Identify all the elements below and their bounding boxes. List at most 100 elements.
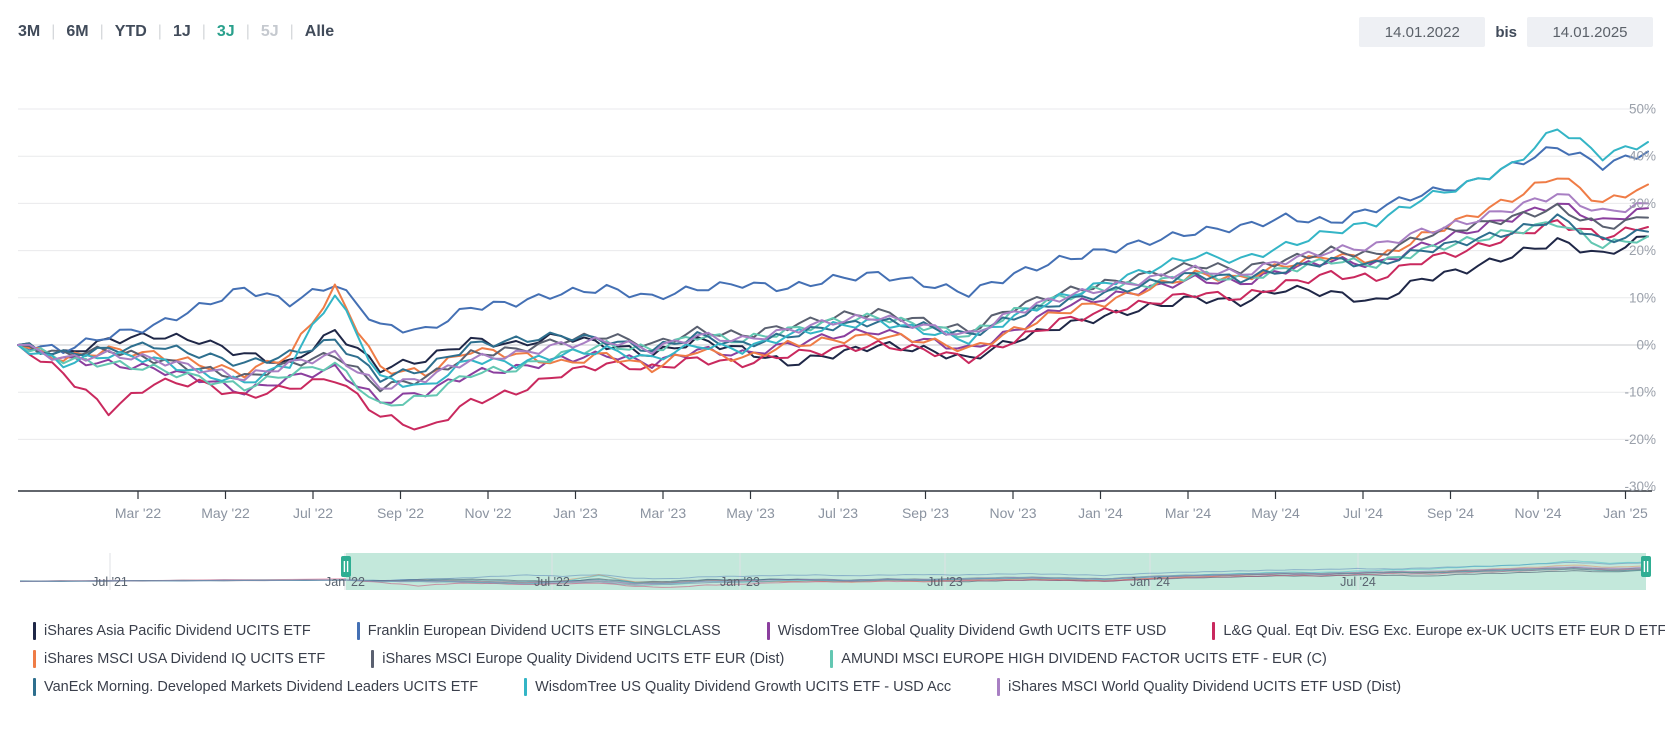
- y-axis-label: -30%: [1624, 479, 1656, 494]
- x-axis-label: May '23: [726, 505, 775, 521]
- legend-item-3[interactable]: L&G Qual. Eqt Div. ESG Exc. Europe ex-UK…: [1212, 622, 1665, 640]
- legend-item-7[interactable]: VanEck Morning. Developed Markets Divide…: [33, 678, 478, 696]
- legend-color-marker: [766, 622, 770, 640]
- legend-series-name: iShares Asia Pacific Dividend UCITS ETF: [44, 623, 311, 639]
- navigator-handle-left-grip[interactable]: [341, 556, 351, 577]
- navigator-series-line-4: [345, 564, 1647, 584]
- navigator-tick-label: Jan '24: [1130, 575, 1170, 589]
- chart-header: 3M | 6M | YTD | 1J | 3J | 5J | Alle 14.01.2022 bis 1…: [18, 14, 1653, 50]
- series-line-7: [17, 213, 1649, 383]
- navigator-series-pre-1: [19, 579, 347, 582]
- navigator-tick-label: Jul '21: [92, 575, 128, 589]
- navigator-series-line-3: [345, 568, 1647, 588]
- navigator-series-pre-2: [19, 579, 347, 582]
- y-axis-label: 40%: [1629, 149, 1656, 164]
- range-option-alle[interactable]: Alle: [304, 23, 335, 40]
- legend-item-0[interactable]: iShares Asia Pacific Dividend UCITS ETF: [33, 622, 311, 640]
- legend-color-marker: [997, 678, 1001, 696]
- navigator-series-pre-8: [19, 579, 347, 582]
- date-range-picker: 14.01.2022 bis 14.01.2025: [1359, 17, 1653, 47]
- legend-row: iShares MSCI USA Dividend IQ UCITS ETF iS…: [33, 648, 1665, 670]
- range-option-1j[interactable]: 1J: [172, 23, 191, 40]
- x-axis-label: Sep '23: [902, 505, 949, 521]
- x-axis-label: Mar '24: [1165, 505, 1211, 521]
- legend-color-marker: [371, 650, 375, 668]
- navigator-series-line-2: [345, 566, 1647, 586]
- legend-row: iShares Asia Pacific Dividend UCITS ETF F…: [33, 620, 1665, 642]
- x-axis-label: Sep '24: [1427, 505, 1474, 521]
- legend-item-1[interactable]: Franklin European Dividend UCITS ETF SIN…: [356, 622, 721, 640]
- legend-color-marker: [33, 622, 36, 640]
- legend-color-marker: [33, 678, 36, 696]
- x-axis-label: Jul '24: [1343, 505, 1383, 521]
- navigator-tick-label: Jan '22: [325, 575, 365, 589]
- x-axis-label: Jan '23: [553, 505, 598, 521]
- date-range-separator-label: bis: [1495, 23, 1517, 41]
- x-axis-label: Nov '22: [464, 505, 511, 521]
- legend-row: VanEck Morning. Developed Markets Divide…: [33, 676, 1665, 698]
- y-axis-label: 0%: [1636, 338, 1656, 353]
- range-option-3j[interactable]: 3J: [216, 23, 235, 40]
- y-axis-label: 10%: [1629, 290, 1656, 305]
- x-axis-label: May '22: [201, 505, 250, 521]
- navigator-tick-label: Jul '23: [927, 575, 963, 589]
- legend-series-name: WisdomTree Global Quality Dividend Gwth …: [777, 623, 1167, 639]
- x-axis-label: Nov '24: [1514, 505, 1561, 521]
- date-from-input[interactable]: 14.01.2022: [1359, 17, 1486, 47]
- legend-item-6[interactable]: AMUNDI MSCI EUROPE HIGH DIVIDEND FACTOR …: [830, 650, 1327, 668]
- navigator-series-pre-6: [19, 579, 347, 582]
- series-legend: iShares Asia Pacific Dividend UCITS ETF F…: [33, 620, 1665, 704]
- x-axis-label: Jan '25: [1603, 505, 1648, 521]
- x-axis-label: Jul '22: [293, 505, 333, 521]
- series-line-9: [17, 193, 1649, 390]
- series-line-0: [17, 235, 1649, 374]
- range-option-6m[interactable]: 6M: [66, 23, 89, 40]
- navigator-series-line-6: [345, 568, 1647, 586]
- range-option-ytd[interactable]: YTD: [114, 23, 147, 40]
- date-to-input[interactable]: 14.01.2025: [1527, 17, 1653, 47]
- legend-series-name: AMUNDI MSCI EUROPE HIGH DIVIDEND FACTOR …: [841, 651, 1327, 667]
- range-separator: |: [51, 23, 56, 40]
- legend-series-name: Franklin European Dividend UCITS ETF SIN…: [367, 623, 721, 639]
- navigator-selected-range[interactable]: [346, 553, 1646, 590]
- navigator-series-line-5: [345, 567, 1646, 585]
- range-separator: |: [201, 23, 206, 40]
- legend-series-name: iShares MSCI USA Dividend IQ UCITS ETF: [44, 651, 326, 667]
- series-line-1: [17, 146, 1649, 354]
- navigator-handle-left[interactable]: [341, 556, 351, 577]
- legend-color-marker: [356, 622, 360, 640]
- legend-color-marker: [1212, 622, 1216, 640]
- navigator-tick-label: Jul '22: [534, 575, 570, 589]
- range-separator: |: [157, 23, 162, 40]
- legend-item-9[interactable]: iShares MSCI World Quality Dividend UCIT…: [997, 678, 1401, 696]
- navigator-series-line-8: [345, 560, 1647, 585]
- y-axis-label: -10%: [1624, 385, 1656, 400]
- x-axis-label: Jul '23: [818, 505, 858, 521]
- legend-series-name: iShares MSCI Europe Quality Dividend UCI…: [382, 651, 785, 667]
- y-axis-label: 30%: [1629, 196, 1656, 211]
- navigator-series-pre-7: [19, 579, 347, 582]
- legend-series-name: iShares MSCI World Quality Dividend UCIT…: [1008, 679, 1402, 695]
- x-axis-label: Jan '24: [1078, 505, 1123, 521]
- navigator-tick-label: Jul '24: [1340, 575, 1376, 589]
- range-separator: |: [99, 23, 104, 40]
- legend-item-2[interactable]: WisdomTree Global Quality Dividend Gwth …: [766, 622, 1167, 640]
- y-axis-label: -20%: [1624, 432, 1656, 447]
- navigator-handle-right[interactable]: [1641, 556, 1651, 577]
- navigator-series-pre-9: [19, 579, 347, 582]
- x-axis-label: May '24: [1251, 505, 1300, 521]
- navigator-handle-right-grip[interactable]: [1641, 556, 1651, 577]
- legend-color-marker: [830, 650, 834, 668]
- performance-line-chart: Mar '22 May '22 Jul '22 Sep '22 Nov '22 Jan '…: [17, 102, 1656, 521]
- range-option-5j: 5J: [260, 23, 279, 40]
- legend-item-8[interactable]: WisdomTree US Quality Dividend Growth UC…: [524, 678, 951, 696]
- legend-color-marker: [524, 678, 528, 696]
- range-option-3m[interactable]: 3M: [18, 23, 41, 40]
- series-line-6: [17, 221, 1649, 407]
- navigator-series-line-0: [346, 569, 1647, 583]
- legend-item-5[interactable]: iShares MSCI Europe Quality Dividend UCI…: [371, 650, 784, 668]
- legend-series-name: VanEck Morning. Developed Markets Divide…: [44, 679, 479, 695]
- legend-item-4[interactable]: iShares MSCI USA Dividend IQ UCITS ETF: [33, 650, 325, 668]
- legend-series-name: L&G Qual. Eqt Div. ESG Exc. Europe ex-UK…: [1223, 623, 1665, 639]
- x-axis-label: Sep '22: [377, 505, 424, 521]
